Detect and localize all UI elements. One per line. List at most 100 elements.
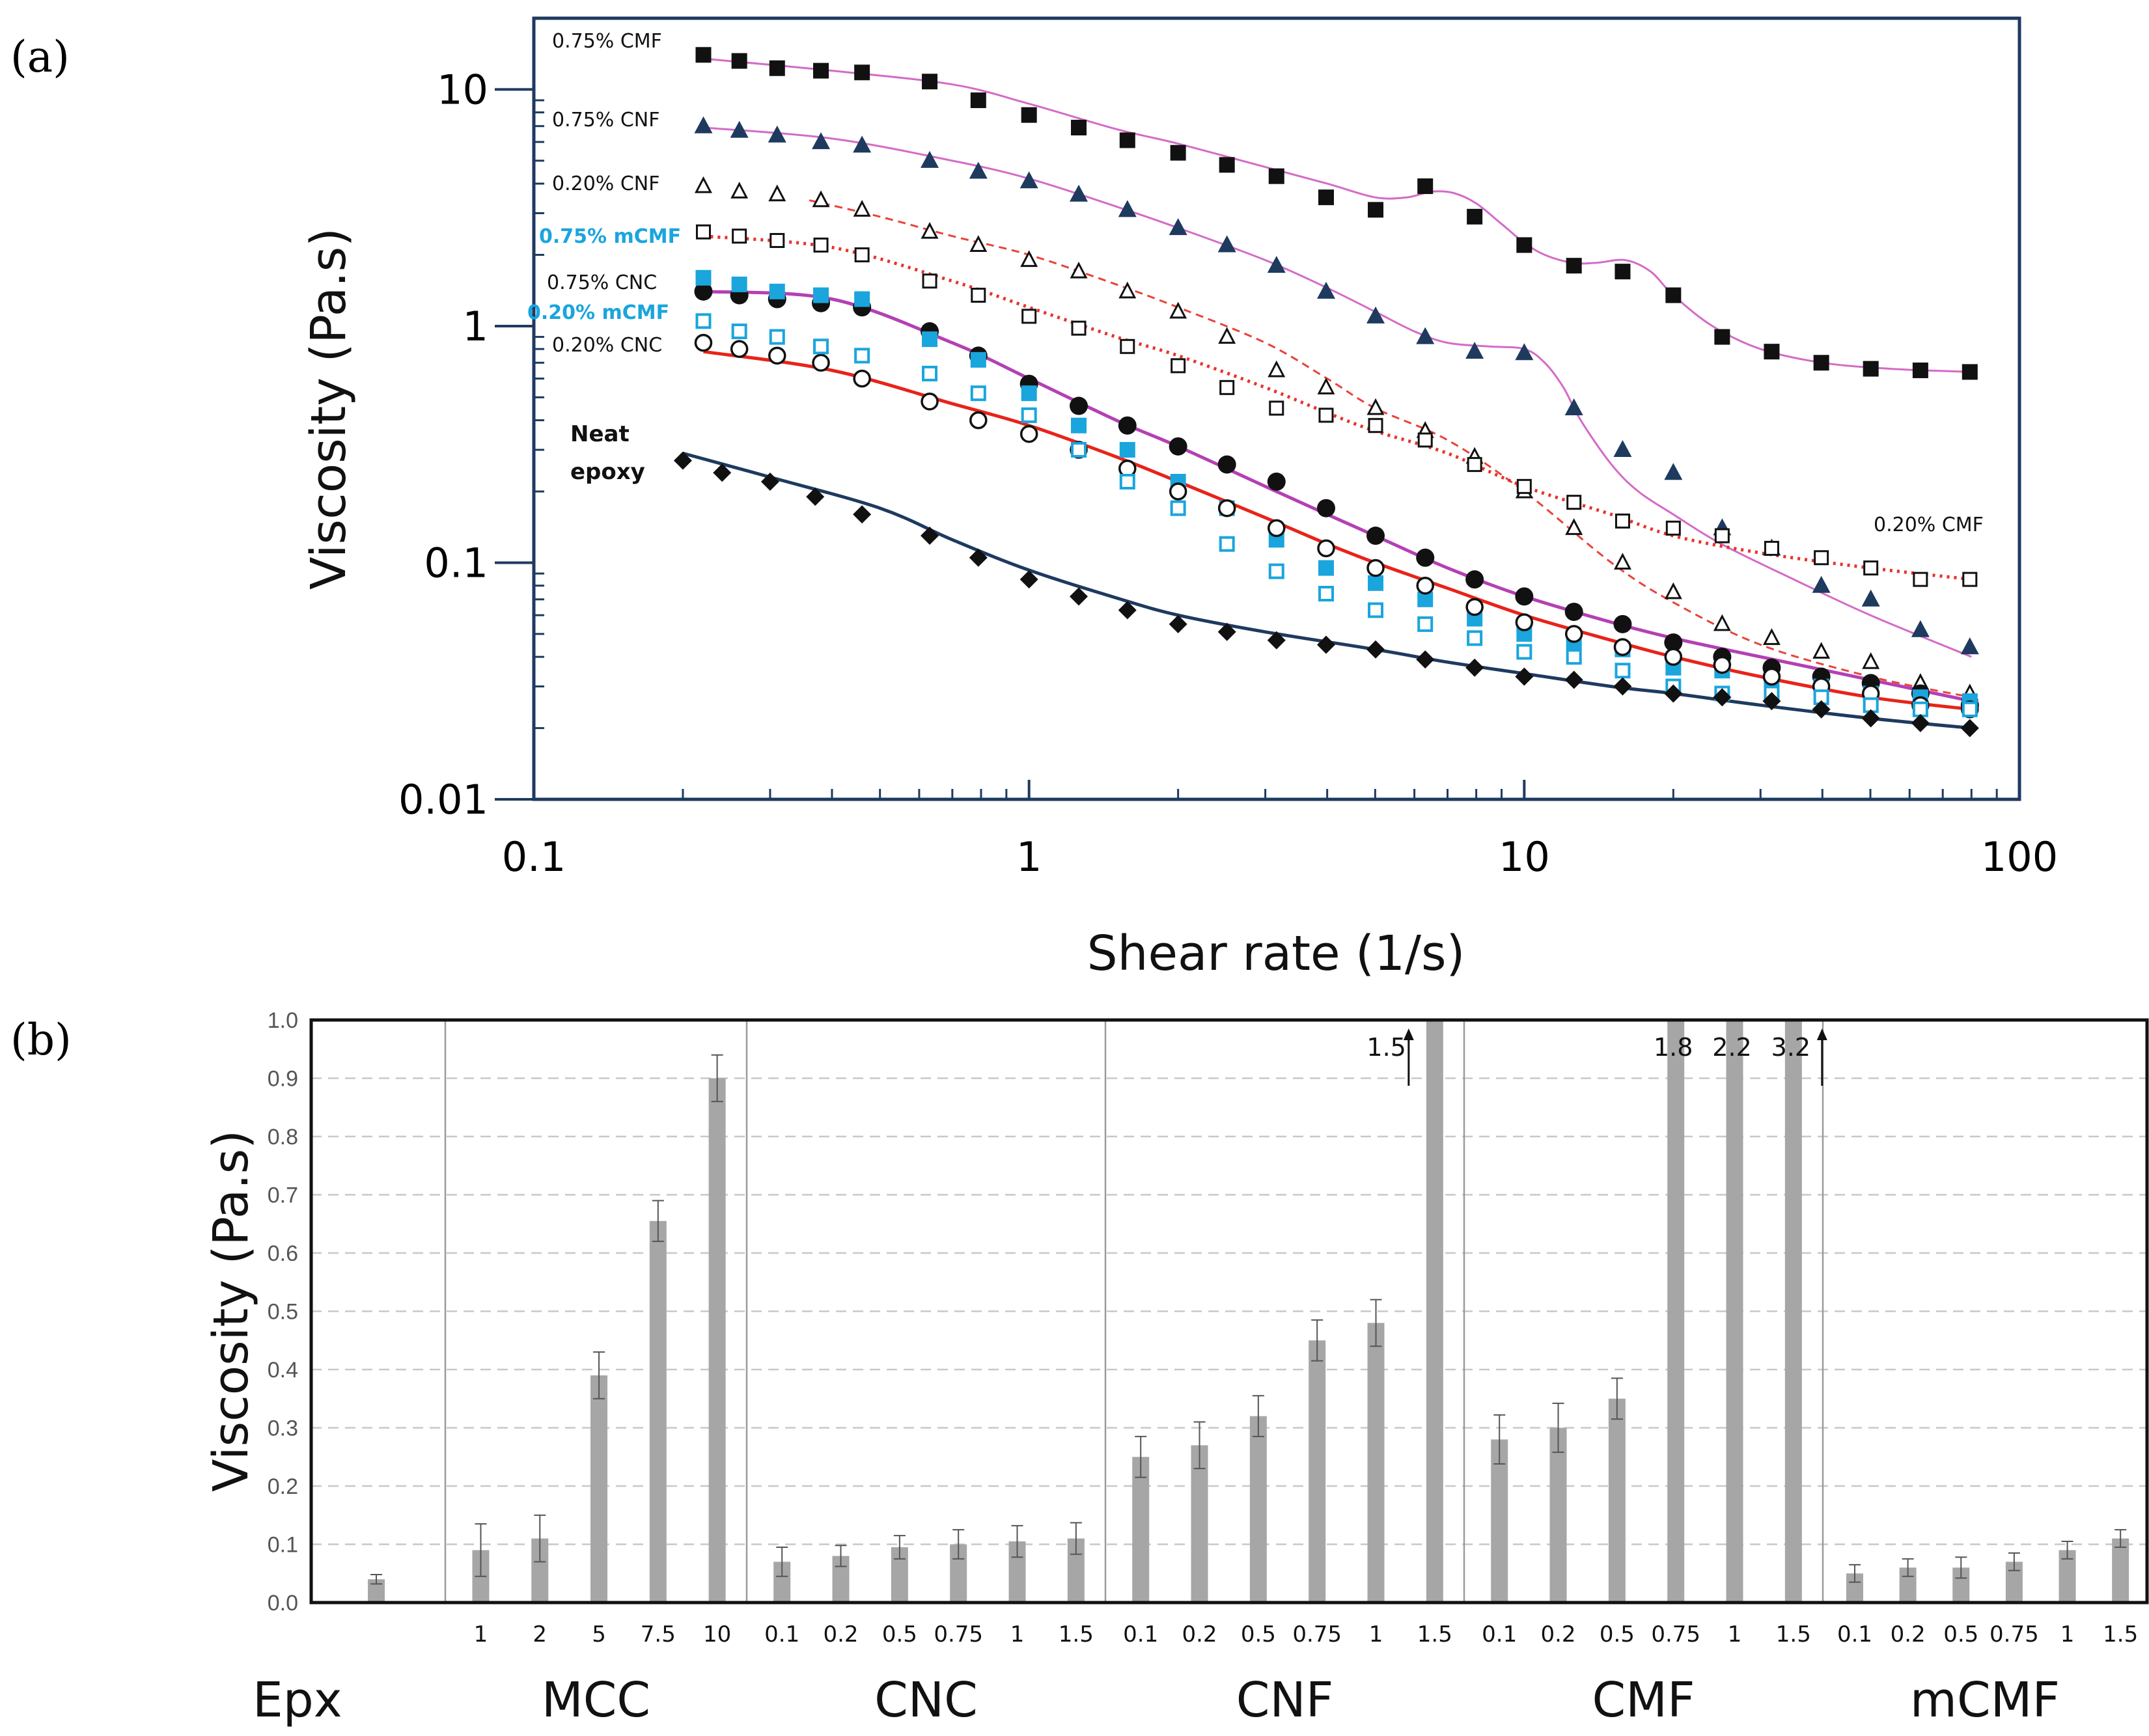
group-label-mcmf: mCMF (1910, 1672, 2060, 1728)
point-0-20-cmf (1219, 536, 1235, 552)
tick-labels-a: 0.1 1 10 100 0.01 0.1 1 10 (398, 66, 2058, 881)
category-label-b: 10 (703, 1621, 731, 1647)
point-0-20-cmf (1318, 586, 1334, 602)
point-0-75-cnf (768, 125, 786, 143)
point-0-20-cmf (1912, 701, 1928, 717)
point-0-75-mcmf (1814, 550, 1829, 566)
y-tick-label-b: 0.8 (268, 1125, 298, 1150)
fit-curve-neat-epoxy (682, 451, 1972, 730)
point-neat-epoxy (1762, 692, 1781, 711)
up-arrow-head (1403, 1028, 1414, 1040)
point-0-75-cmf (769, 60, 785, 76)
point-neat-epoxy (1019, 570, 1038, 589)
chart-a: 0.1 1 10 100 0.01 0.1 1 10 Shear rate (1/s) Vis… (301, 16, 2058, 982)
point-0-75-cnc (1118, 416, 1137, 435)
point-0-20-cmf (1417, 616, 1434, 632)
axis-ticks-a (495, 17, 1998, 801)
category-label-b: 0.1 (1123, 1621, 1158, 1647)
data-points-a (673, 47, 1979, 737)
point-0-20-cnf (768, 184, 786, 202)
point-0-20-cnf (1613, 553, 1631, 570)
point-0-75-cnc (1217, 455, 1236, 474)
point-0-75-cmf (1962, 364, 1978, 380)
point-0-75-cnf (1217, 235, 1236, 253)
point-0-75-cnf (969, 161, 988, 179)
bar-cnf-1-5 (1426, 1020, 1443, 1603)
category-label-b: 1.5 (2103, 1621, 2138, 1647)
point-0-20-cnf (694, 176, 712, 193)
fit-curve-0-75-cnc (703, 290, 1972, 703)
point-0-20-cmf (695, 313, 712, 329)
point-0-20-cnc (1664, 648, 1683, 666)
bar-mcc-7-5 (649, 1220, 667, 1603)
point-0-75-mcmf (1171, 358, 1186, 374)
point-0-75-cmf (1268, 168, 1284, 184)
point-0-20-cmf (1516, 644, 1532, 660)
point-neat-epoxy (1861, 709, 1880, 728)
point-0-75-cnc (1070, 396, 1088, 415)
category-label-b: 1 (2060, 1621, 2075, 1647)
point-0-75-mcmf (1417, 432, 1433, 448)
y-tick-label-b: 0.7 (268, 1183, 298, 1208)
point-0-20-cnc (921, 393, 939, 411)
point-0-75-mcmf (1071, 320, 1087, 336)
point-0-20-cnc (1169, 482, 1187, 501)
bars-b (368, 1020, 2129, 1603)
label-020-cnf: 0.20% CNF (552, 172, 659, 195)
category-label-b: 0.1 (1837, 1621, 1872, 1647)
point-neat-epoxy (1416, 650, 1435, 669)
point-neat-epoxy (1960, 719, 1979, 737)
category-label-b: 2 (533, 1621, 547, 1647)
point-0-75-cnc (1664, 633, 1683, 652)
point-0-20-cnc (1268, 519, 1286, 538)
point-0-20-cnf (812, 190, 830, 208)
point-0-75-cmf (1170, 145, 1186, 161)
point-0-20-cnc (1762, 667, 1781, 686)
bar-mcmf-1-5 (2112, 1538, 2129, 1603)
point-0-75-cnf (694, 116, 713, 133)
y-tick-label-b: 0.9 (268, 1067, 298, 1092)
point-0-75-mcmf (1021, 309, 1037, 324)
point-0-20-mcmf (1368, 575, 1384, 591)
overflow-label-b: 1.5 (1366, 1033, 1406, 1062)
point-0-20-cnc (969, 411, 988, 430)
bar-cnf-0-5 (1249, 1416, 1267, 1603)
point-0-75-cnf (1664, 463, 1683, 480)
point-0-75-cmf (1813, 355, 1829, 371)
point-0-75-mcmf (1318, 407, 1334, 423)
y-tick-label-b: 0.3 (268, 1416, 298, 1441)
label-neat-epoxy-line-1: Neat (570, 421, 630, 447)
point-neat-epoxy (1664, 684, 1683, 703)
point-0-75-mcmf (1467, 457, 1482, 473)
y-tick-label-b: 0.6 (268, 1241, 298, 1266)
point-0-20-cnf (1565, 518, 1583, 535)
point-0-75-cnf (1911, 620, 1930, 637)
point-0-20-cmf (731, 324, 747, 340)
point-0-75-cmf (1021, 107, 1037, 123)
point-0-20-mcmf (731, 276, 747, 292)
y-tick-label-a: 0.01 (398, 776, 488, 823)
category-label-b: 0.1 (1482, 1621, 1517, 1647)
group-label-mcc: MCC (542, 1672, 650, 1728)
point-0-75-cnc (1366, 527, 1385, 545)
point-neat-epoxy (1515, 667, 1534, 686)
point-0-20-mcmf (813, 287, 829, 303)
point-0-75-cmf (813, 62, 829, 79)
y-tick-label-a: 10 (437, 66, 488, 113)
category-label-b: 0.5 (1600, 1621, 1635, 1647)
point-0-20-cnc (1366, 558, 1385, 577)
point-0-20-cmf (1467, 630, 1483, 646)
point-0-75-mcmf (1913, 572, 1928, 587)
point-0-20-cmf (1119, 473, 1135, 489)
point-0-75-mcmf (1566, 495, 1582, 510)
category-label-b: 0.5 (1943, 1621, 1978, 1647)
fit-curve-0-75-mcmf (703, 234, 1972, 581)
point-0-75-cnf (921, 150, 939, 168)
point-0-20-cmf (1071, 442, 1087, 458)
bar-cmf-1 (1726, 1020, 1743, 1603)
category-label-b: 0.2 (1891, 1621, 1926, 1647)
point-0-75-cnc (694, 282, 713, 301)
point-neat-epoxy (1465, 658, 1484, 677)
x-tick-label-a: 100 (1981, 833, 2058, 881)
